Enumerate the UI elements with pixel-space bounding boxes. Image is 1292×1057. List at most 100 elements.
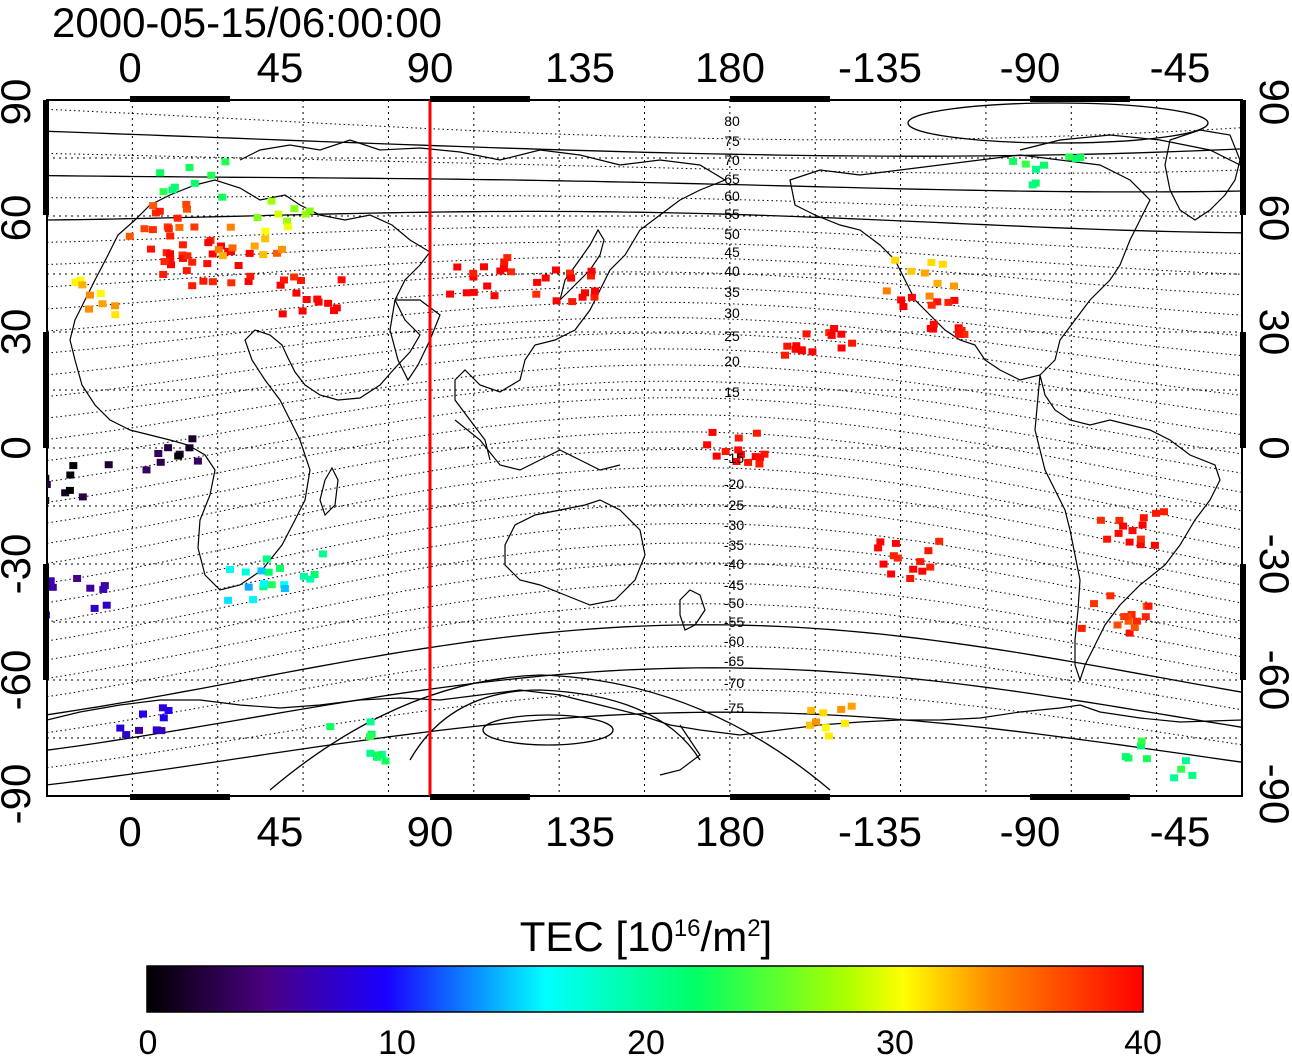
- tec-cell: [841, 719, 849, 727]
- left-tick-bar: [43, 564, 49, 680]
- tec-cell: [274, 210, 283, 218]
- contour-line: [47, 286, 1242, 336]
- contour-line: [47, 711, 1242, 786]
- tec-cell: [218, 252, 227, 260]
- tec-cell: [1076, 154, 1085, 162]
- contour-line: [47, 301, 1242, 357]
- tec-cell: [821, 724, 830, 732]
- tec-cell: [1115, 516, 1124, 524]
- contour-label: -65: [724, 653, 744, 669]
- contour-label: 30: [724, 305, 740, 321]
- contour-label: 35: [724, 284, 740, 300]
- tec-cell: [1139, 514, 1148, 522]
- axis-tick-bars: [43, 96, 1246, 800]
- tec-cell: [1096, 516, 1105, 524]
- tec-cell: [366, 749, 375, 757]
- tec-cell: [377, 750, 386, 758]
- tec-cell: [158, 704, 167, 712]
- colorbar-label: TEC [1016/m2]: [519, 913, 773, 960]
- tec-cell: [1138, 521, 1147, 529]
- south-contour-arc: [409, 689, 701, 761]
- top-tick-label: 0: [118, 44, 141, 91]
- tec-cell: [1288, 363, 1292, 370]
- left-tick-label: -60: [0, 650, 39, 711]
- tec-cell: [848, 339, 857, 347]
- tec-cell: [259, 251, 268, 259]
- tec-cell: [278, 310, 287, 318]
- tec-cell: [1120, 613, 1129, 621]
- tec-cell: [1121, 753, 1130, 761]
- contour-label: -50: [724, 595, 744, 611]
- tec-cell: [566, 269, 574, 277]
- bottom-tick-label: 90: [407, 808, 454, 855]
- tec-cell: [500, 258, 509, 266]
- tec-cell: [149, 202, 158, 210]
- bottom-tick-label: -90: [1000, 808, 1061, 855]
- tec-cell: [933, 298, 942, 306]
- tec-cell: [1125, 629, 1134, 637]
- tec-cell: [907, 267, 916, 275]
- tec-cell: [1119, 522, 1128, 530]
- tec-cell: [1065, 153, 1074, 161]
- tec-cell: [76, 276, 85, 284]
- contour-label: -20: [724, 476, 744, 492]
- tec-cell: [366, 718, 375, 726]
- right-tick-label: 90: [1251, 79, 1292, 126]
- top-longitude-axis: 0 45 90 135 180 -135 -90 -45: [118, 44, 1210, 91]
- tec-cell: [78, 493, 87, 501]
- tec-cell: [926, 563, 935, 571]
- contour-label: 60: [724, 188, 740, 204]
- tec-cell: [337, 276, 346, 284]
- contour-label: 50: [724, 226, 740, 242]
- tec-cell: [812, 718, 820, 726]
- tec-cell: [190, 223, 199, 231]
- tec-cell: [807, 706, 816, 714]
- tec-cell: [302, 296, 311, 303]
- contour-line: [47, 503, 1242, 604]
- contour-label: 40: [724, 263, 740, 279]
- contour-line: [47, 130, 1242, 157]
- right-tick-bar: [1240, 100, 1246, 215]
- contour-label: -60: [724, 633, 744, 649]
- tec-cell: [297, 277, 305, 284]
- tec-cell: [203, 260, 212, 268]
- tec-cell: [1077, 624, 1086, 632]
- tec-cell: [755, 460, 764, 468]
- tec-cell: [802, 330, 811, 338]
- tec-cell: [1021, 160, 1030, 168]
- tec-cell: [591, 287, 599, 295]
- contour-line: [47, 667, 1242, 751]
- tec-cell: [1280, 371, 1288, 378]
- tec-cell: [61, 489, 70, 497]
- tec-cell: [148, 226, 157, 234]
- bottom-longitude-axis: 0 45 90 135 180 -135 -90 -45: [118, 808, 1210, 855]
- tec-cell: [253, 214, 262, 222]
- tec-cell: [273, 249, 281, 257]
- contour-label: 70: [724, 152, 740, 168]
- tec-cell: [874, 544, 883, 552]
- tec-cell: [324, 299, 333, 307]
- contour-line: [47, 226, 1242, 255]
- contour-line: [47, 542, 1242, 642]
- tec-cell: [249, 596, 258, 604]
- contour-line: [47, 174, 1242, 193]
- tec-cell: [96, 290, 105, 297]
- tec-cell: [227, 279, 236, 287]
- tec-cell: [47, 577, 55, 585]
- tec-cell: [1177, 765, 1186, 773]
- tec-cell: [66, 471, 75, 479]
- tec-cell: [541, 274, 550, 282]
- tec-cell: [190, 179, 199, 187]
- tec-cell: [933, 279, 942, 287]
- tec-cell: [122, 731, 131, 739]
- tec-cell: [899, 303, 908, 311]
- tec-cell: [797, 347, 806, 355]
- south-contour-arc: [269, 674, 831, 791]
- south-pole-oval: [482, 714, 614, 746]
- tec-cell: [264, 568, 273, 576]
- tec-cell: [228, 244, 237, 252]
- colorbar: [146, 965, 1144, 1013]
- tec-cell: [175, 223, 184, 231]
- tec-cell: [568, 298, 577, 306]
- tec-cell: [156, 169, 165, 177]
